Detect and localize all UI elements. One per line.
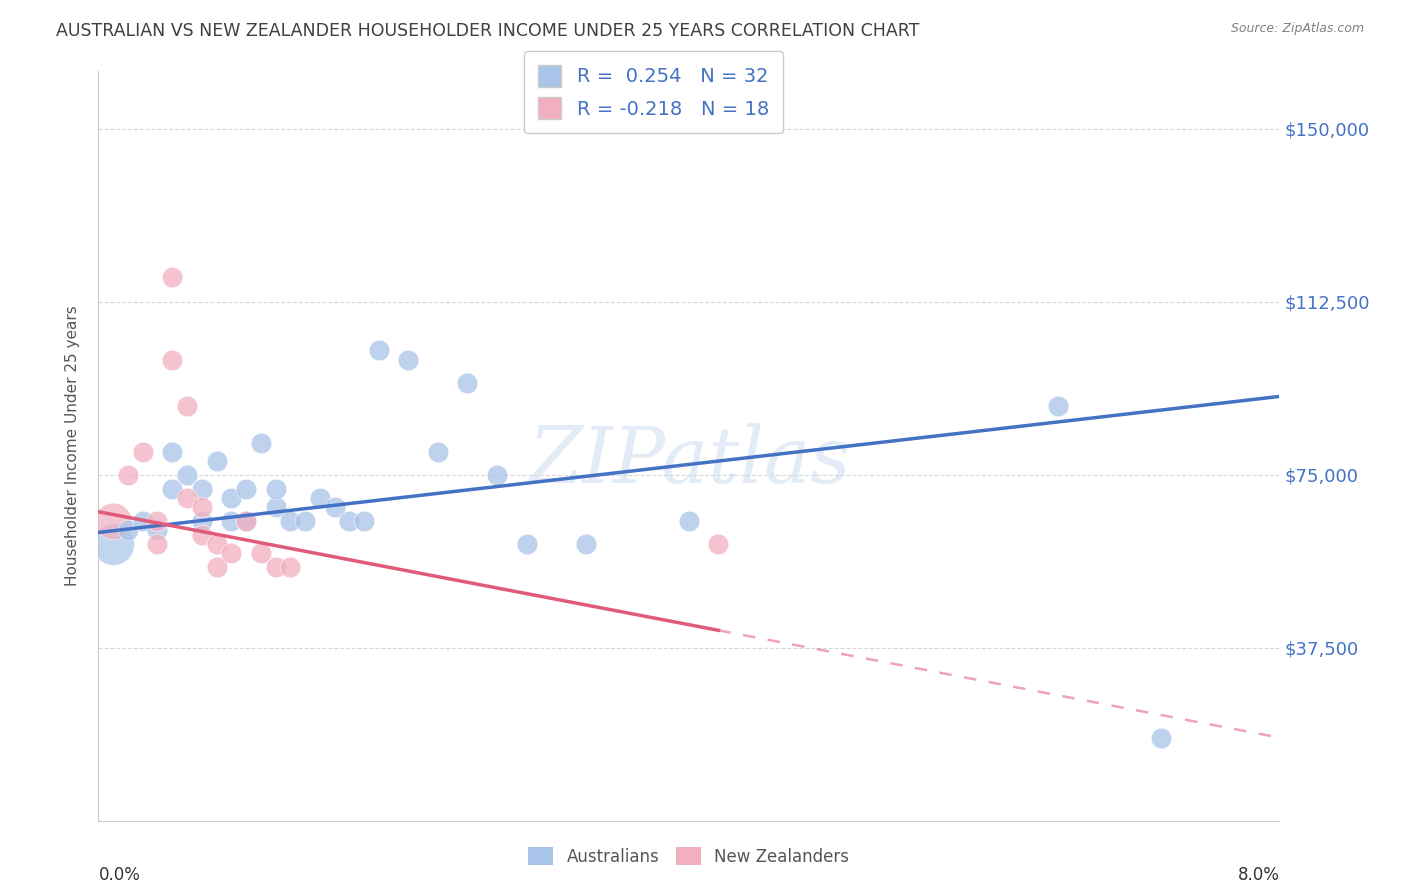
- Point: [162, 352, 183, 367]
- Point: [176, 399, 198, 413]
- Point: [264, 560, 287, 574]
- Point: [162, 269, 183, 284]
- Point: [235, 482, 257, 496]
- Point: [132, 514, 155, 528]
- Point: [132, 444, 155, 458]
- Point: [294, 514, 316, 528]
- Point: [176, 467, 198, 482]
- Point: [427, 444, 450, 458]
- Point: [353, 514, 375, 528]
- Point: [205, 560, 228, 574]
- Point: [368, 343, 391, 358]
- Point: [103, 537, 125, 551]
- Y-axis label: Householder Income Under 25 years: Householder Income Under 25 years: [65, 306, 80, 586]
- Point: [191, 482, 214, 496]
- Point: [162, 444, 183, 458]
- Point: [264, 500, 287, 514]
- Point: [280, 514, 302, 528]
- Point: [191, 500, 214, 514]
- Legend: Australians, New Zealanders: Australians, New Zealanders: [522, 840, 856, 872]
- Point: [146, 523, 169, 537]
- Point: [191, 528, 214, 542]
- Point: [280, 560, 302, 574]
- Point: [486, 467, 509, 482]
- Text: AUSTRALIAN VS NEW ZEALANDER HOUSEHOLDER INCOME UNDER 25 YEARS CORRELATION CHART: AUSTRALIAN VS NEW ZEALANDER HOUSEHOLDER …: [56, 22, 920, 40]
- Point: [516, 537, 538, 551]
- Point: [205, 537, 228, 551]
- Point: [103, 514, 125, 528]
- Point: [221, 546, 243, 560]
- Point: [235, 514, 257, 528]
- Point: [457, 376, 479, 390]
- Point: [398, 352, 420, 367]
- Point: [309, 491, 332, 505]
- Text: Source: ZipAtlas.com: Source: ZipAtlas.com: [1230, 22, 1364, 36]
- Point: [1150, 731, 1173, 745]
- Text: 0.0%: 0.0%: [98, 865, 141, 884]
- Point: [250, 435, 273, 450]
- Point: [1046, 399, 1070, 413]
- Point: [117, 523, 139, 537]
- Point: [250, 546, 273, 560]
- Point: [205, 454, 228, 468]
- Point: [221, 514, 243, 528]
- Point: [575, 537, 598, 551]
- Point: [235, 514, 257, 528]
- Point: [264, 482, 287, 496]
- Point: [176, 491, 198, 505]
- Point: [678, 514, 700, 528]
- Point: [323, 500, 346, 514]
- Text: ZIPatlas: ZIPatlas: [527, 423, 851, 500]
- Point: [191, 514, 214, 528]
- Point: [221, 491, 243, 505]
- Point: [146, 514, 169, 528]
- Point: [117, 467, 139, 482]
- Point: [162, 482, 183, 496]
- Point: [146, 537, 169, 551]
- Text: 8.0%: 8.0%: [1237, 865, 1279, 884]
- Point: [339, 514, 361, 528]
- Point: [707, 537, 730, 551]
